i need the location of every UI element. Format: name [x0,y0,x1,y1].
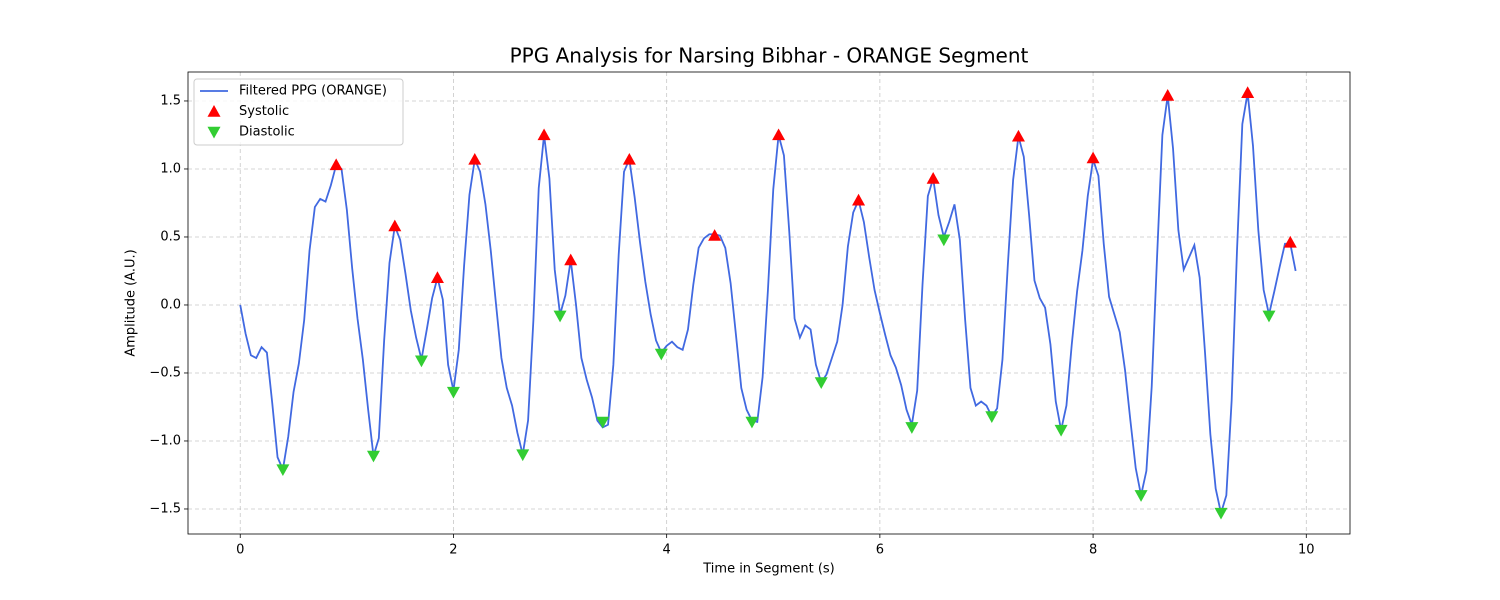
diastolic-marker [654,348,668,361]
y-tick-label: −0.5 [149,365,181,380]
systolic-marker [537,128,551,141]
y-tick-label: −1.5 [149,501,181,516]
y-tick-label: 1.5 [160,93,181,108]
legend-label: Filtered PPG (ORANGE) [239,84,387,99]
diastolic-marker [1262,310,1276,323]
systolic-marker [852,193,866,206]
diastolic-marker [937,234,951,247]
systolic-marker [1161,89,1175,101]
legend-box [193,78,404,146]
x-tick-label: 10 [1298,543,1315,558]
x-tick-label: 4 [663,543,671,558]
y-tick-label: −1.0 [149,433,181,448]
systolic-marker [564,253,578,266]
diastolic-marker [1214,507,1228,520]
diastolic-marker [276,464,290,477]
diastolic-marker [985,411,999,423]
systolic-marker [1241,86,1255,99]
x-tick-label: 8 [1089,543,1097,558]
diastolic-marker [553,310,567,323]
y-tick-label: 1.0 [160,161,181,176]
chart-title: PPG Analysis for Narsing Bibhar - ORANGE… [510,44,1029,68]
systolic-marker [1011,129,1025,142]
x-tick-label: 0 [236,543,244,558]
y-tick-label: 0.0 [160,297,181,312]
systolic-marker [708,229,722,241]
diastolic-marker [814,377,828,389]
systolic-marker [329,158,343,171]
diastolic-marker [1054,424,1068,437]
y-tick-label: 0.5 [160,229,181,244]
systolic-marker [1283,235,1297,248]
diastolic-marker [516,449,530,462]
diastolic-marker [1134,490,1148,502]
diastolic-marker [414,355,428,368]
systolic-marker [430,271,444,283]
diastolic-marker [905,422,919,434]
x-tick-label: 6 [876,543,884,558]
diastolic-marker [366,450,380,463]
systolic-marker [622,152,636,165]
systolic-marker [468,152,482,165]
diastolic-marker [745,416,759,429]
x-tick-label: 2 [449,543,457,558]
systolic-marker [1086,151,1100,164]
plot-frame [187,71,1351,535]
x-axis-label: Time in Segment (s) [702,562,834,577]
ppg-line [239,92,1297,517]
y-axis-label: Amplitude (A.U.) [124,249,139,356]
legend-swatch [207,126,221,139]
diastolic-marker [446,386,460,399]
diastolic-marker [596,416,610,429]
legend-swatch [207,105,221,117]
legend-label: Systolic [239,104,289,119]
legend-label: Diastolic [239,125,295,140]
systolic-marker [388,219,402,232]
systolic-marker [772,128,786,141]
systolic-marker [926,171,940,184]
